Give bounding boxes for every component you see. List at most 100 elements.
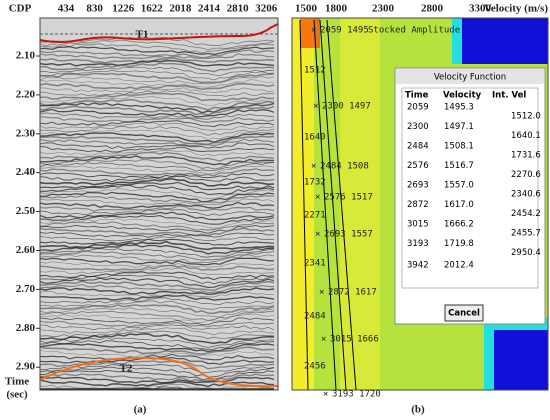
table-cell: 2576 [407, 161, 429, 171]
seismic-trace [39, 350, 275, 357]
pick-label: 2059 1495 [320, 26, 369, 36]
seismic-trace [39, 373, 275, 382]
axis-label: Velocity (m/s) [484, 3, 548, 15]
cancel-button[interactable] [444, 304, 484, 322]
frame [291, 17, 549, 391]
seismic-trace [39, 146, 275, 153]
dialog-window [394, 67, 546, 325]
seismic-trace [39, 297, 275, 305]
pick-label: 3015 1666 [330, 335, 379, 345]
seismic-trace [39, 353, 275, 361]
table-cell: 1666.2 [444, 220, 474, 230]
seismic-trace [39, 327, 275, 336]
seismic-trace [39, 333, 274, 345]
seismic-trace [39, 62, 275, 73]
x-tick-label: 830 [86, 3, 103, 15]
seismic-trace [39, 283, 275, 293]
interval-label: 1640 [304, 133, 326, 143]
hot-spot [300, 18, 320, 48]
horizon-t2 [39, 356, 279, 388]
interval-label: 2271 [304, 211, 326, 221]
seismic-trace [39, 261, 275, 268]
column-header: Velocity [443, 91, 482, 101]
seismic-trace [39, 240, 275, 251]
horizon-label: T1 [136, 29, 149, 41]
pick-marker: × [315, 230, 320, 240]
x-tick-label: 1500 [295, 3, 318, 15]
x-tick-label: 2810 [227, 3, 250, 15]
seismic-trace [39, 366, 275, 378]
seismic-trace [39, 201, 275, 209]
seismic-trace [39, 142, 275, 149]
seismic-trace [39, 92, 275, 102]
table-cell: 2872 [407, 200, 429, 210]
seismic-trace [39, 69, 275, 81]
seismic-trace [39, 57, 275, 64]
pick-label: 2300 1497 [322, 102, 371, 112]
interval-label: 2456 [304, 362, 326, 372]
seismic-trace [39, 162, 275, 172]
pick-label: 2484 1508 [320, 162, 369, 172]
caption: (b) [411, 404, 425, 416]
pick-label: 2693 1557 [324, 230, 373, 240]
band [292, 18, 314, 390]
table-cell: 3942 [407, 261, 429, 271]
seismic-trace [39, 39, 275, 51]
interval-label: 1732 [304, 178, 326, 188]
x-tick-label: 2800 [421, 3, 444, 15]
interval-label: 2484 [304, 312, 326, 322]
seismic-section [39, 18, 278, 390]
seismic-trace [39, 181, 275, 191]
table-cell: 3015 [407, 220, 429, 230]
velocity-curve [319, 19, 347, 391]
seismic-trace [39, 165, 275, 175]
column-header: Int. Vel [492, 91, 526, 101]
y-tick-label: 2.80 [16, 322, 36, 334]
caption: (a) [134, 404, 147, 416]
x-tick-label: 3300 [469, 3, 492, 15]
y-tick-label: 2.60 [16, 244, 36, 256]
y-tick-label: 2.90 [16, 361, 36, 373]
seismic-trace [39, 49, 275, 59]
velocity-curve [299, 19, 309, 391]
seismic-trace [39, 364, 275, 374]
seismic-trace [39, 178, 275, 187]
seismic-trace [39, 112, 275, 120]
seismic-trace [40, 215, 275, 225]
table-cell: 1516.7 [444, 161, 474, 171]
seismic-trace [39, 264, 275, 271]
table-cell: 1495.3 [444, 103, 474, 113]
seismic-trace [39, 317, 275, 325]
band [340, 18, 380, 390]
seismic-trace [39, 313, 275, 323]
table-cell: 2454.2 [511, 209, 541, 219]
seismic-trace [39, 198, 275, 206]
seismic-trace [39, 98, 275, 111]
table-cell: 1512.0 [511, 112, 541, 122]
seismic-trace [39, 188, 275, 199]
seismic-trace [39, 168, 275, 177]
x-tick-label: 3206 [255, 3, 278, 15]
seismic-trace [39, 105, 275, 116]
seismic-trace [39, 287, 275, 296]
y-tick-label: 2.10 [16, 50, 36, 62]
table-cell: 2340.6 [511, 190, 541, 200]
seismic-trace [39, 307, 275, 318]
table-cell: 3193 [407, 239, 429, 249]
interval-label: 1512 [304, 66, 326, 76]
seismic-trace [39, 155, 275, 166]
seismic-trace [39, 191, 275, 203]
seismic-trace [39, 211, 275, 221]
seismic-trace [39, 340, 275, 350]
x-tick-label: 434 [58, 3, 75, 15]
seismic-trace [39, 280, 275, 292]
column-header: Time [405, 91, 429, 101]
seismic-trace [40, 102, 275, 114]
seismic-trace [39, 82, 275, 91]
seismic-trace [39, 257, 275, 266]
seismic-trace [39, 300, 275, 310]
frame [39, 17, 279, 391]
seismic-trace [39, 90, 275, 97]
seismic-trace [39, 304, 275, 315]
